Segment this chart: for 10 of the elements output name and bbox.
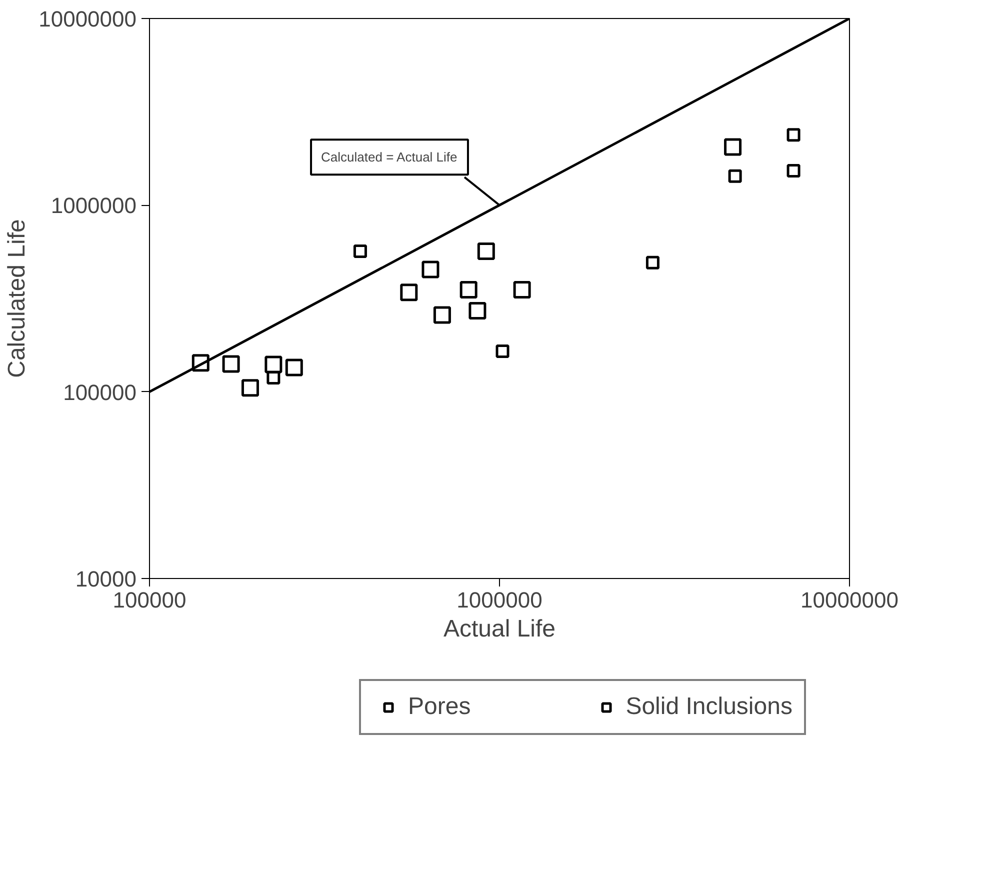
legend-label: Solid Inclusions	[626, 693, 792, 721]
x-axis-title: Actual Life	[443, 616, 556, 642]
y-tick-label: 1000000	[50, 193, 137, 218]
x-tick-label: 1000000	[456, 588, 542, 612]
y-axis-title: Calculated Life	[4, 219, 31, 378]
legend-label: Pores	[408, 693, 471, 721]
x-tick-label: 10000000	[800, 588, 898, 612]
y-tick-label: 100000	[63, 380, 137, 405]
annotation: Calculated = Actual Life	[321, 150, 458, 165]
y-tick-label: 10000000	[38, 6, 137, 32]
